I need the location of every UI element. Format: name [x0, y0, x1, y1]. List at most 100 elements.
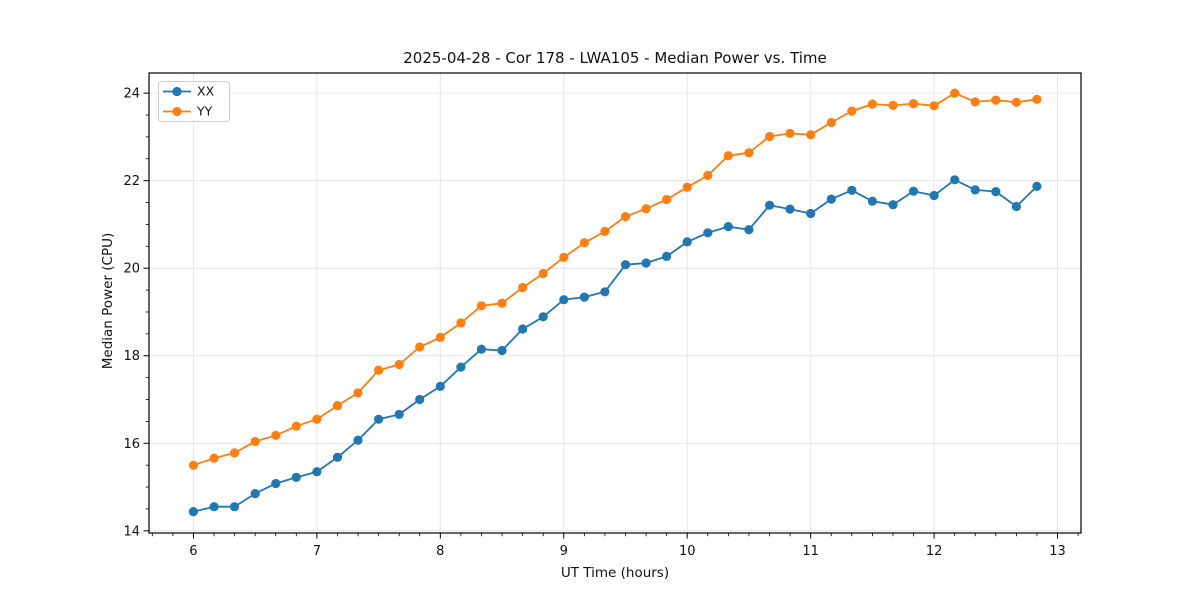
- y-tick-label: 14: [123, 524, 140, 539]
- series-XX-point: [744, 225, 754, 235]
- series-YY-point: [765, 131, 775, 142]
- series-XX-point: [1011, 201, 1022, 212]
- series-XX-point: [703, 228, 713, 238]
- plot-border: [148, 72, 1082, 534]
- series-YY-point: [991, 95, 1001, 105]
- series-YY-point: [312, 414, 322, 424]
- series-XX-point: [394, 409, 404, 419]
- series-XX-point: [991, 187, 1001, 197]
- series-YY-point: [579, 238, 590, 248]
- series-XX-point: [723, 222, 733, 232]
- series-XX-point: [497, 345, 507, 356]
- series-YY-point: [682, 182, 692, 192]
- series-YY-point: [620, 212, 631, 222]
- series-YY-point: [888, 100, 898, 110]
- series-XX-point: [353, 435, 363, 445]
- series-XX-point: [209, 502, 219, 512]
- series-XX-point: [312, 467, 322, 477]
- series-YY-point: [229, 448, 240, 458]
- series-YY-point: [291, 421, 301, 431]
- series-XX-point: [435, 381, 445, 391]
- x-tick-label: 7: [313, 544, 321, 559]
- series-YY-point: [374, 365, 384, 375]
- series-XX-point: [970, 185, 980, 195]
- series-XX-point: [415, 394, 425, 405]
- series-YY-point: [250, 436, 260, 447]
- series-YY-point: [847, 106, 857, 116]
- y-tick-label: 20: [123, 262, 140, 277]
- series-XX-point: [641, 258, 651, 268]
- series-XX-point: [559, 295, 569, 305]
- x-tick-label: 6: [189, 544, 197, 559]
- series-XX-point: [600, 287, 610, 297]
- series-YY-point: [332, 401, 343, 411]
- x-tick-label: 10: [679, 544, 696, 559]
- series-XX-point: [229, 502, 240, 512]
- series-YY-point: [497, 298, 507, 308]
- legend-label: XX: [197, 84, 215, 99]
- series-YY-point: [970, 97, 980, 107]
- series-YY-point: [723, 151, 733, 161]
- x-tick-label: 13: [1049, 544, 1066, 559]
- y-tick-label: 18: [123, 349, 140, 364]
- y-tick-label: 24: [123, 87, 140, 102]
- legend-item-XX: XX: [163, 84, 215, 99]
- series-YY-point: [908, 99, 919, 109]
- series-XX-point: [908, 186, 919, 196]
- y-axis-label: Median Power (CPU): [100, 232, 116, 370]
- series-YY-point: [867, 99, 878, 109]
- series-XX-point: [250, 489, 260, 499]
- series-XX-point: [826, 194, 836, 204]
- series-YY-point: [1011, 97, 1022, 107]
- series-YY-point: [641, 204, 651, 214]
- series-YY-point: [415, 342, 425, 352]
- x-tick-label: 12: [926, 544, 943, 559]
- series-XX-point: [456, 362, 466, 372]
- series-XX-point: [785, 204, 795, 214]
- series-XX-point: [765, 200, 775, 210]
- series-YY-point: [209, 453, 219, 463]
- series-YY-point: [826, 117, 836, 128]
- y-tick-label: 22: [123, 174, 140, 189]
- series-YY-point: [353, 388, 363, 398]
- series-XX-point: [888, 200, 898, 210]
- series-YY-point: [785, 128, 795, 138]
- series-YY-point: [394, 359, 404, 370]
- series-XX-point: [950, 175, 960, 185]
- x-tick-label: 8: [436, 544, 444, 559]
- series-YY-point: [538, 268, 548, 279]
- series-YY-point: [929, 101, 939, 111]
- legend-label: YY: [196, 104, 213, 119]
- series-XX-line: [192, 178, 1038, 513]
- series-YY-point: [476, 301, 486, 311]
- series-XX-point: [929, 190, 939, 201]
- series-XX-point: [1032, 181, 1042, 191]
- chart-title: 2025-04-28 - Cor 178 - LWA105 - Median P…: [403, 49, 827, 67]
- x-tick-label: 11: [802, 544, 819, 559]
- series-XX-point: [518, 324, 528, 334]
- legend-swatch-marker: [172, 86, 182, 97]
- series-YY-point: [559, 252, 569, 262]
- series-YY-point: [703, 170, 713, 180]
- series-YY-point: [806, 130, 816, 140]
- series-YY-point: [188, 460, 198, 470]
- series-XX-point: [806, 208, 816, 219]
- series-YY-point: [662, 194, 672, 205]
- series-XX-point: [579, 292, 590, 302]
- series-YY-point: [518, 282, 528, 293]
- series-XX-point: [867, 196, 878, 206]
- series-XX-point: [538, 312, 548, 322]
- series-XX-point: [662, 251, 672, 261]
- series-YY-point: [456, 318, 466, 328]
- x-tick-label: 9: [560, 544, 568, 559]
- series-XX-point: [291, 472, 301, 482]
- series-XX-point: [476, 344, 486, 354]
- series-XX-point: [847, 185, 857, 195]
- series-XX-point: [188, 507, 198, 517]
- series-YY-point: [435, 332, 445, 342]
- series-XX-point: [620, 260, 631, 270]
- series-XX-point: [374, 414, 384, 424]
- series-XX-point: [271, 478, 281, 489]
